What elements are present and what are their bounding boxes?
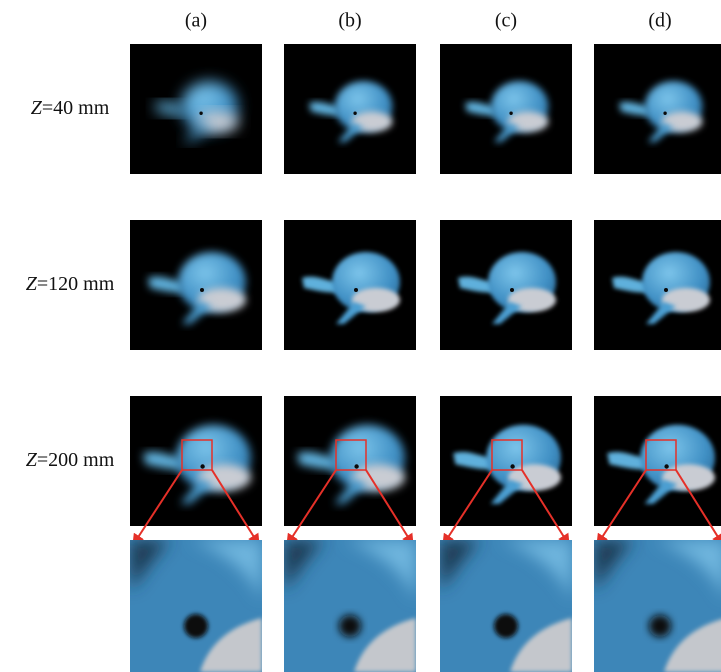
whale-eye: [663, 112, 666, 115]
result-image: [130, 396, 262, 526]
row-value: =120 mm: [37, 273, 115, 295]
whale-eye: [510, 288, 514, 292]
row-value: =200 mm: [37, 449, 115, 471]
result-image: [130, 220, 262, 350]
zoom-eye: [649, 615, 671, 637]
whale-eye: [200, 464, 204, 468]
whale-eye: [199, 112, 202, 115]
zoom-image: [440, 540, 572, 672]
zoom-eye: [339, 615, 361, 637]
result-image: [594, 44, 721, 174]
whale-eye: [354, 288, 358, 292]
zoom-eye: [184, 614, 208, 638]
result-image: [440, 396, 572, 526]
row-value: =40 mm: [42, 97, 110, 119]
column-label: (a): [185, 10, 207, 32]
result-image: [284, 396, 416, 526]
page: (a)(b)(c)(d)Z=40 mmZ=120 mmZ=200 mm (() …: [0, 0, 721, 672]
whale-eye: [200, 288, 204, 292]
result-image: [130, 44, 262, 174]
column-label: (d): [648, 10, 671, 32]
zoom-image: [130, 540, 262, 672]
row-label: Z=200 mm: [26, 449, 115, 471]
column-label: (c): [495, 10, 517, 32]
whale-eye: [664, 288, 668, 292]
whale-eye: [510, 464, 514, 468]
figure: (a) (b) (c) (d) Z=40 mm Z=120 mm Z=200 mm: [0, 0, 721, 672]
zoom-image: [594, 540, 721, 672]
result-image: [284, 44, 416, 174]
whale-eye: [354, 464, 358, 468]
result-image: [284, 220, 416, 350]
result-image: [440, 220, 572, 350]
whale-eye: [353, 112, 356, 115]
result-image: [594, 396, 721, 526]
whale-eye: [664, 464, 668, 468]
result-image: [440, 44, 572, 174]
whale-eye: [509, 112, 512, 115]
row-label: Z=40 mm: [31, 97, 110, 119]
result-image: [594, 220, 721, 350]
zoom-image: [284, 540, 416, 672]
row-label: Z=120 mm: [26, 273, 115, 295]
zoom-eye: [494, 614, 518, 638]
column-label: (b): [338, 10, 361, 32]
